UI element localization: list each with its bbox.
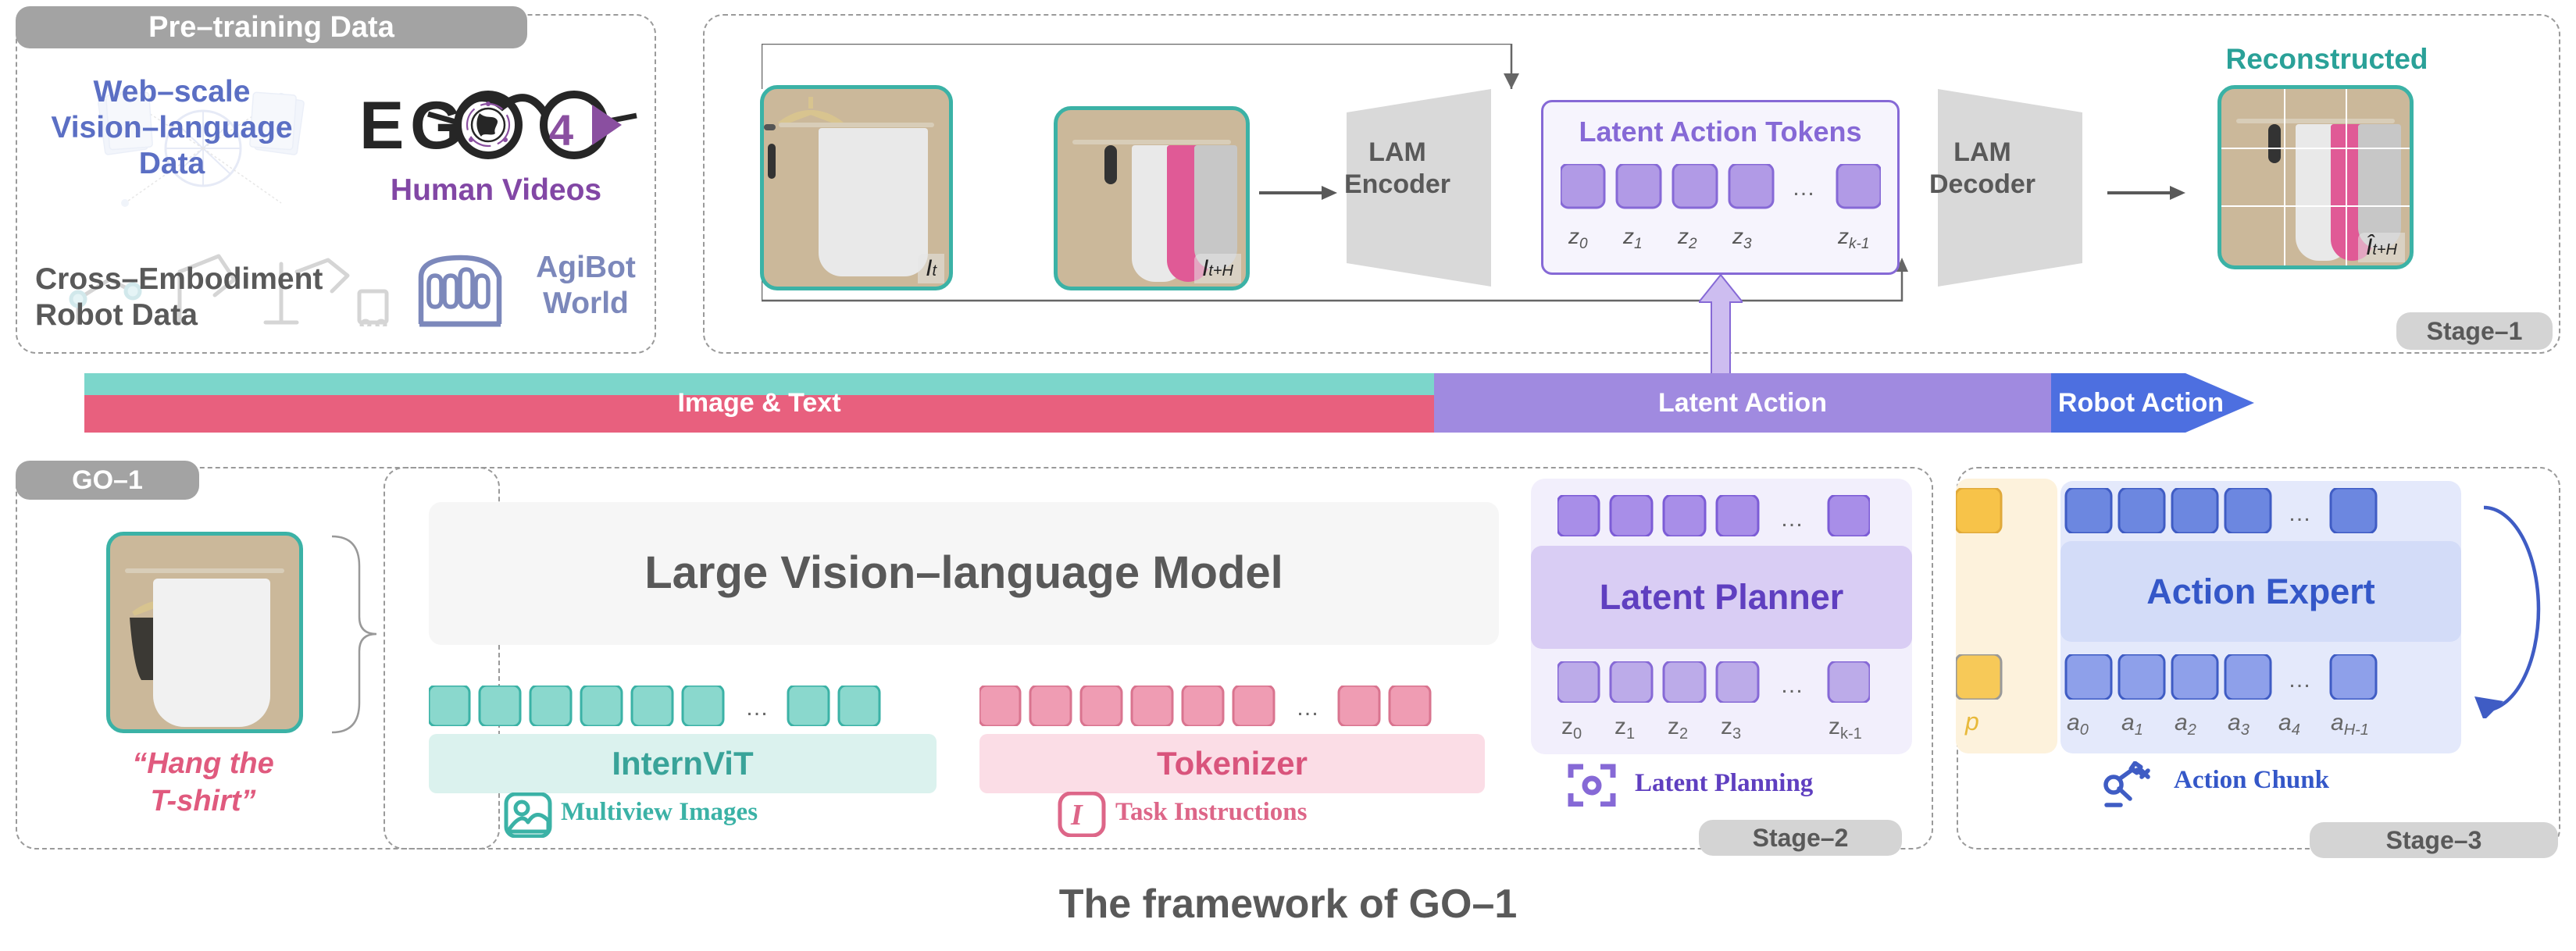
svg-text:p: p — [1964, 707, 1979, 736]
svg-text:…: … — [1780, 672, 1804, 698]
svg-text:…: … — [2288, 667, 2311, 693]
svg-text:…: … — [2288, 500, 2311, 526]
svg-text:…: … — [1792, 175, 1815, 201]
svg-text:z2: z2 — [1677, 224, 1697, 251]
svg-text:zk-1: zk-1 — [1837, 224, 1869, 251]
svg-text:z3: z3 — [1721, 714, 1741, 740]
svg-text:…: … — [1780, 506, 1804, 532]
svg-text:…: … — [745, 695, 769, 721]
svg-text:z3: z3 — [1732, 224, 1752, 251]
svg-text:z1: z1 — [1614, 714, 1635, 740]
svg-text:4: 4 — [549, 105, 573, 155]
svg-text:zk-1: zk-1 — [1829, 714, 1862, 740]
svg-text:I: I — [1070, 799, 1083, 832]
svg-text:a4: a4 — [2278, 710, 2300, 738]
svg-text:E: E — [359, 88, 404, 163]
svg-text:z0: z0 — [1568, 224, 1588, 251]
svg-text:a2: a2 — [2175, 710, 2196, 738]
svg-text:z0: z0 — [1561, 714, 1582, 740]
svg-text:a1: a1 — [2121, 710, 2143, 738]
svg-text:a3: a3 — [2228, 710, 2250, 738]
svg-text:z2: z2 — [1668, 714, 1688, 740]
svg-text:…: … — [1296, 695, 1319, 721]
svg-text:z1: z1 — [1622, 224, 1643, 251]
svg-text:a0: a0 — [2067, 710, 2089, 738]
svg-text:aH-1: aH-1 — [2331, 710, 2369, 738]
